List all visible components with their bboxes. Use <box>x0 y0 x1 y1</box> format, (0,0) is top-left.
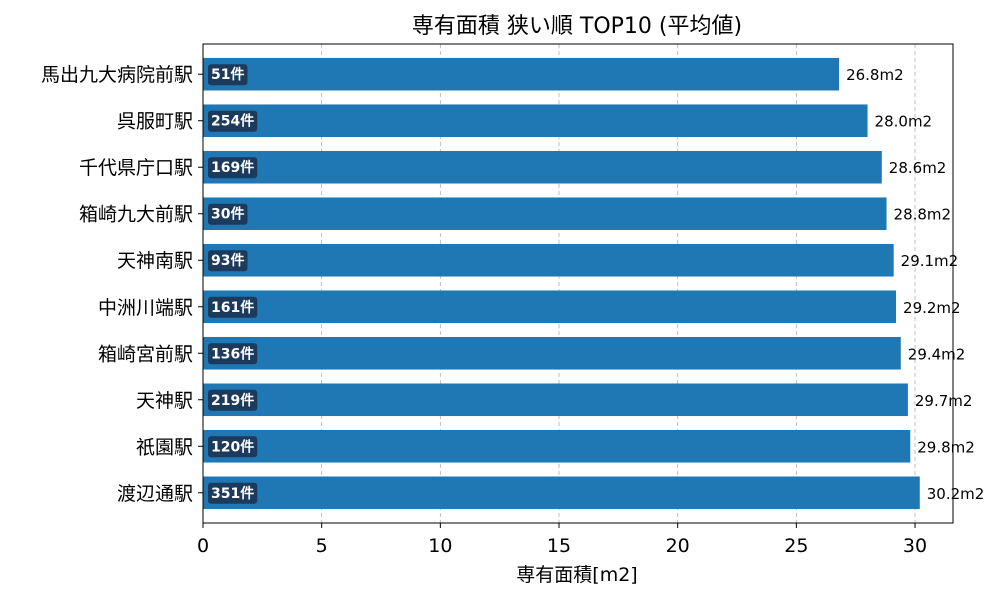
count-badge: 51件 <box>208 64 248 86</box>
bars: 26.8m2 51件 28.0m2 254件 28.6m2 169件 28.8m2 30件 29… <box>203 57 985 510</box>
x-axis-label: 専有面積[m2] <box>516 564 637 586</box>
chart-title: 専有面積 狭い順 TOP10 (平均値) <box>412 14 742 39</box>
value-label: 29.8m2 <box>917 438 975 456</box>
bar <box>203 104 868 138</box>
count-label: 254件 <box>211 113 254 130</box>
count-label: 219件 <box>211 392 254 409</box>
y-tick-label: 千代県庁口駅 <box>79 157 193 179</box>
bar <box>203 57 840 91</box>
count-badge: 120件 <box>208 436 258 458</box>
y-tick-label: 中洲川端駅 <box>98 297 193 319</box>
count-badge-background <box>208 343 258 365</box>
y-tick-label: 箱崎宮前駅 <box>98 343 193 365</box>
count-badge-background <box>208 203 248 225</box>
bar <box>203 429 911 463</box>
bar <box>203 476 920 510</box>
count-badge: 30件 <box>208 203 248 225</box>
y-tick-label: 渡辺通駅 <box>117 483 193 505</box>
count-badge: 161件 <box>208 296 258 318</box>
count-label: 169件 <box>211 159 254 176</box>
value-label: 29.2m2 <box>903 299 961 317</box>
bar <box>203 197 887 231</box>
count-badge: 254件 <box>208 110 258 132</box>
count-badge: 219件 <box>208 389 258 411</box>
count-badge-background <box>208 389 258 411</box>
value-label: 30.2m2 <box>927 485 985 503</box>
count-label: 93件 <box>211 252 244 269</box>
x-tick-label: 20 <box>666 535 690 557</box>
y-tick-label: 天神南駅 <box>117 250 193 272</box>
bar <box>203 383 908 417</box>
count-badge-background <box>208 64 248 86</box>
count-label: 136件 <box>211 345 254 362</box>
bar <box>203 150 882 184</box>
count-label: 30件 <box>211 206 244 223</box>
y-tick-label: 天神駅 <box>136 390 193 412</box>
value-label: 29.4m2 <box>908 345 966 363</box>
count-badge: 93件 <box>208 250 248 272</box>
bar <box>203 336 901 370</box>
count-badge-background <box>208 436 258 458</box>
x-tick-label: 10 <box>428 535 452 557</box>
y-tick-label: 馬出九大病院前駅 <box>41 64 193 86</box>
count-label: 351件 <box>211 485 254 502</box>
count-badge-background <box>208 250 248 272</box>
value-label: 29.1m2 <box>901 252 959 270</box>
value-label: 28.8m2 <box>894 206 952 224</box>
count-badge-background <box>208 296 258 318</box>
x-tick-label: 5 <box>316 535 328 557</box>
count-badge: 351件 <box>208 482 258 504</box>
value-label: 29.7m2 <box>915 392 973 410</box>
y-tick-label: 箱崎九大前駅 <box>79 204 193 226</box>
count-label: 161件 <box>211 299 254 316</box>
axis-ticks: 0 5 10 15 20 25 30 馬出九大病院前駅呉服町駅千代県庁口駅箱崎九大前駅天神南駅… <box>41 64 927 557</box>
value-label: 28.0m2 <box>875 113 933 131</box>
x-tick-label: 25 <box>784 535 808 557</box>
y-tick-label: 祇園駅 <box>136 436 193 458</box>
bar <box>203 243 894 277</box>
x-tick-label: 15 <box>547 535 571 557</box>
count-badge-background <box>208 482 258 504</box>
count-badge-background <box>208 110 258 132</box>
count-label: 51件 <box>211 66 244 83</box>
value-label: 28.6m2 <box>889 159 947 177</box>
x-tick-label: 0 <box>197 535 209 557</box>
count-badge: 169件 <box>208 157 258 179</box>
x-tick-label: 30 <box>903 535 927 557</box>
count-label: 120件 <box>211 438 254 455</box>
value-label: 26.8m2 <box>846 66 904 84</box>
bar <box>203 290 897 324</box>
y-tick-label: 呉服町駅 <box>117 111 193 133</box>
count-badge: 136件 <box>208 343 258 365</box>
plot-frame <box>202 43 954 524</box>
count-badge-background <box>208 157 258 179</box>
